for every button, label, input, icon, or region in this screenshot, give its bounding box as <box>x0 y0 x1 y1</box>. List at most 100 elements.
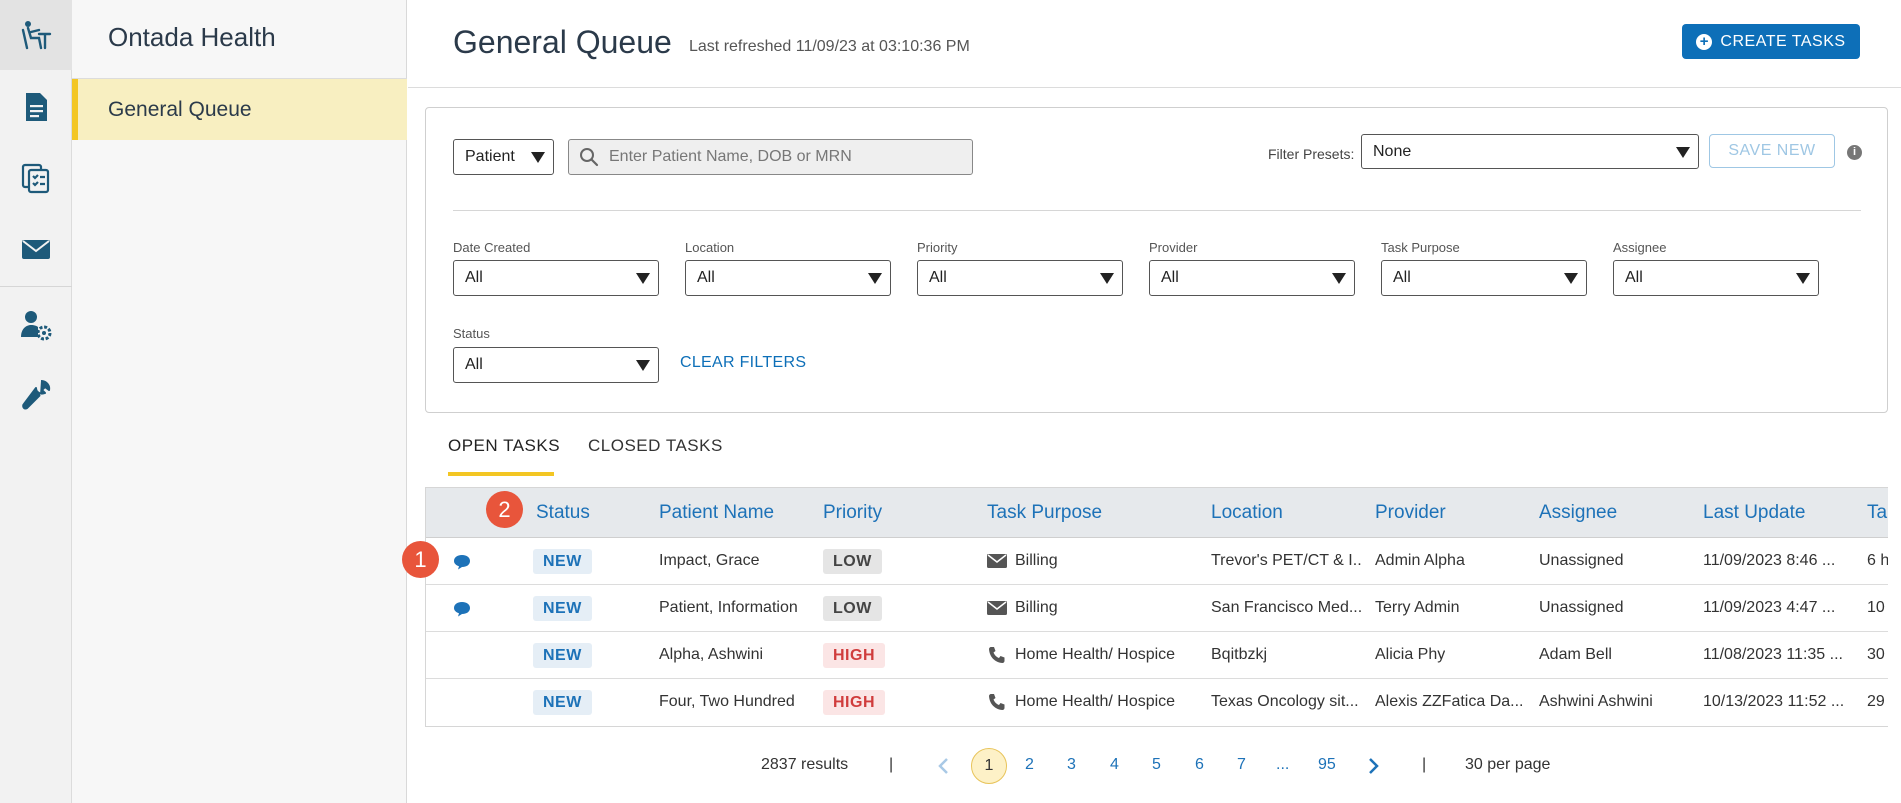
patient-search[interactable] <box>568 139 973 175</box>
filter-presets-select[interactable]: None <box>1361 134 1699 169</box>
patient-name[interactable]: Patient, Information <box>659 599 798 616</box>
search-input[interactable] <box>609 148 949 166</box>
patient-name[interactable]: Four, Two Hundred <box>659 693 795 710</box>
per-page-select[interactable]: 30 per page <box>1465 756 1551 773</box>
caret-down-icon <box>868 273 882 284</box>
task-list-icon <box>21 163 50 194</box>
filter-divider <box>453 210 1861 211</box>
filter-presets-label: Filter Presets: <box>1268 146 1355 162</box>
column-last-update[interactable]: Last Update <box>1703 502 1806 523</box>
provider-select[interactable]: All <box>1149 260 1355 296</box>
rail-mail-button[interactable] <box>0 214 72 284</box>
patient-name[interactable]: Alpha, Ashwini <box>659 646 764 663</box>
rail-desk-button[interactable] <box>0 0 72 70</box>
date-created-select[interactable]: All <box>453 260 659 296</box>
assignee-value: All <box>1625 269 1643 286</box>
secondary-sidebar: Ontada Health General Queue <box>72 0 407 803</box>
last-update: 11/09/2023 4:47 ... <box>1703 599 1836 616</box>
rail-tasks-button[interactable] <box>0 143 72 213</box>
tasks-table: Status Patient Name Priority Task Purpos… <box>425 487 1888 727</box>
wrench-icon <box>22 380 51 410</box>
provider-value: All <box>1161 269 1179 286</box>
caret-down-icon <box>1564 273 1578 284</box>
ta-value: 6 h <box>1867 552 1888 569</box>
organization-title: Ontada Health <box>108 22 276 52</box>
mail-icon <box>22 240 50 259</box>
status-badge: NEW <box>533 596 592 621</box>
task-purpose-label: Task Purpose <box>1381 240 1460 255</box>
date-created-value: All <box>465 269 483 286</box>
main-content: General Queue Last refreshed 11/09/23 at… <box>402 0 1901 803</box>
provider: Terry Admin <box>1375 599 1460 616</box>
assignee: Unassigned <box>1539 552 1624 569</box>
clear-filters-link[interactable]: CLEAR FILTERS <box>680 354 807 371</box>
status-badge: NEW <box>533 549 592 574</box>
table-row[interactable]: NEW Patient, Information LOW Billing San… <box>426 585 1888 632</box>
chevron-left-icon[interactable] <box>936 757 950 775</box>
provider: Admin Alpha <box>1375 552 1465 569</box>
info-icon[interactable]: i <box>1847 145 1862 160</box>
tab-open-tasks[interactable]: OPEN TASKS <box>448 436 561 455</box>
filter-presets-value: None <box>1373 142 1412 160</box>
location: Bqitbzkj <box>1211 646 1268 663</box>
caret-down-icon <box>1796 273 1810 284</box>
chat-bubble-icon[interactable] <box>453 601 471 617</box>
document-icon <box>26 93 47 121</box>
column-status[interactable]: Status <box>536 502 590 523</box>
date-created-label: Date Created <box>453 240 531 255</box>
status-badge: NEW <box>533 643 592 668</box>
page-2[interactable]: 2 <box>1025 756 1034 773</box>
rail-divider <box>0 286 72 287</box>
caret-down-icon <box>531 152 545 163</box>
ta-value: 10 <box>1867 599 1885 616</box>
status-select[interactable]: All <box>453 347 659 383</box>
column-priority[interactable]: Priority <box>823 502 883 523</box>
page-95[interactable]: 95 <box>1318 756 1336 773</box>
save-new-button[interactable]: SAVE NEW <box>1709 134 1835 168</box>
provider-label: Provider <box>1149 240 1198 255</box>
task-purpose: Billing <box>1015 552 1058 569</box>
priority-badge: LOW <box>823 549 882 574</box>
location-select[interactable]: All <box>685 260 891 296</box>
page-5[interactable]: 5 <box>1152 756 1161 773</box>
patient-name[interactable]: Impact, Grace <box>659 552 760 569</box>
assignee-select[interactable]: All <box>1613 260 1819 296</box>
chat-bubble-icon[interactable] <box>453 554 471 570</box>
chevron-right-icon[interactable] <box>1367 757 1381 775</box>
page-3[interactable]: 3 <box>1067 756 1076 773</box>
pagination-separator: | <box>889 756 894 773</box>
page-7[interactable]: 7 <box>1237 756 1246 773</box>
search-type-select[interactable]: Patient <box>453 139 554 175</box>
table-row[interactable]: NEW Alpha, Ashwini HIGH Home Health/ Hos… <box>426 632 1888 679</box>
column-assignee[interactable]: Assignee <box>1539 502 1618 523</box>
mail-icon <box>987 554 1007 568</box>
column-location[interactable]: Location <box>1211 502 1283 523</box>
tab-closed-tasks[interactable]: CLOSED TASKS <box>588 436 723 455</box>
rail-document-button[interactable] <box>0 72 72 142</box>
icon-rail <box>0 0 72 803</box>
task-purpose: Home Health/ Hospice <box>1015 693 1176 710</box>
caret-down-icon <box>1332 273 1346 284</box>
table-row[interactable]: NEW Impact, Grace LOW Billing Trevor's P… <box>426 538 1888 585</box>
status-label: Status <box>453 326 490 341</box>
priority-label: Priority <box>917 240 958 255</box>
create-tasks-button[interactable]: + CREATE TASKS <box>1682 24 1860 59</box>
column-provider[interactable]: Provider <box>1375 502 1446 523</box>
priority-select[interactable]: All <box>917 260 1123 296</box>
page-4[interactable]: 4 <box>1110 756 1119 773</box>
page-1[interactable]: 1 <box>971 748 1007 784</box>
table-row[interactable]: NEW Four, Two Hundred HIGH Home Health/ … <box>426 679 1888 726</box>
column-ta[interactable]: Ta <box>1867 502 1888 523</box>
table-header: Status Patient Name Priority Task Purpos… <box>426 488 1888 538</box>
column-task-purpose[interactable]: Task Purpose <box>987 502 1103 523</box>
rail-user-settings-button[interactable] <box>0 290 72 360</box>
page-6[interactable]: 6 <box>1195 756 1204 773</box>
location: San Francisco Med... <box>1211 599 1361 616</box>
assignee: Ashwini Ashwini <box>1539 693 1653 710</box>
annotation-badge-1: 1 <box>402 541 439 578</box>
priority-badge: LOW <box>823 596 882 621</box>
sidebar-item-general-queue[interactable]: General Queue <box>72 79 407 140</box>
column-patient-name[interactable]: Patient Name <box>659 502 775 523</box>
rail-tools-button[interactable] <box>0 360 72 430</box>
task-purpose-select[interactable]: All <box>1381 260 1587 296</box>
